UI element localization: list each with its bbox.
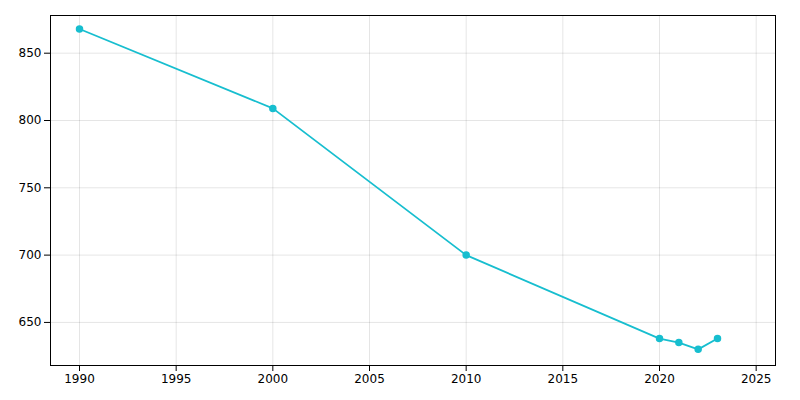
svg-text:2005: 2005 (354, 372, 385, 386)
svg-text:2025: 2025 (741, 372, 772, 386)
svg-text:700: 700 (19, 248, 42, 262)
svg-text:2015: 2015 (548, 372, 579, 386)
svg-text:750: 750 (19, 181, 42, 195)
svg-text:2010: 2010 (451, 372, 482, 386)
svg-text:2020: 2020 (644, 372, 675, 386)
svg-text:2000: 2000 (258, 372, 289, 386)
svg-text:850: 850 (19, 46, 42, 60)
svg-text:1990: 1990 (64, 372, 95, 386)
svg-text:800: 800 (19, 113, 42, 127)
svg-text:650: 650 (19, 315, 42, 329)
svg-text:1995: 1995 (161, 372, 192, 386)
